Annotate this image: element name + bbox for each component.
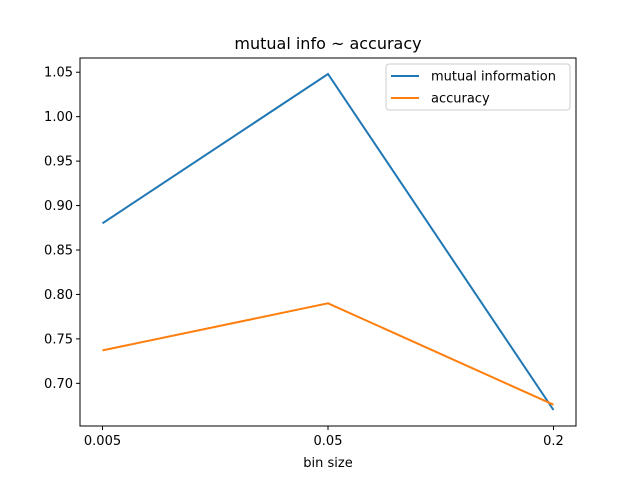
y-tick-label: 0.90: [44, 199, 73, 214]
legend-box: [385, 63, 571, 111]
x-axis-ticks: 0.005 0.05 0.2: [84, 426, 564, 449]
y-axis-ticks: 0.70 0.75 0.80 0.85 0.90 0.95 1.00 1.05: [44, 66, 80, 392]
chart-title: mutual info ~ accuracy: [234, 34, 421, 53]
y-tick-label: 1.00: [44, 110, 73, 125]
x-tick-label: 0.05: [314, 434, 343, 449]
series-line-mutual-information: [101, 72, 555, 411]
legend-label: mutual information: [431, 70, 556, 85]
y-tick-label: 0.75: [44, 332, 73, 347]
y-tick-label: 0.80: [44, 288, 73, 303]
series-layer: [101, 72, 555, 411]
y-tick-label: 0.95: [44, 155, 73, 170]
y-tick-label: 1.05: [44, 66, 73, 81]
legend: mutual information accuracy: [385, 63, 571, 111]
legend-label: accuracy: [431, 92, 490, 107]
x-axis-label: bin size: [303, 456, 352, 471]
x-tick-label: 0.005: [84, 434, 121, 449]
y-tick-label: 0.70: [44, 377, 73, 392]
x-tick-label: 0.2: [543, 434, 564, 449]
y-tick-label: 0.85: [44, 244, 73, 259]
series-line-accuracy: [102, 302, 554, 406]
